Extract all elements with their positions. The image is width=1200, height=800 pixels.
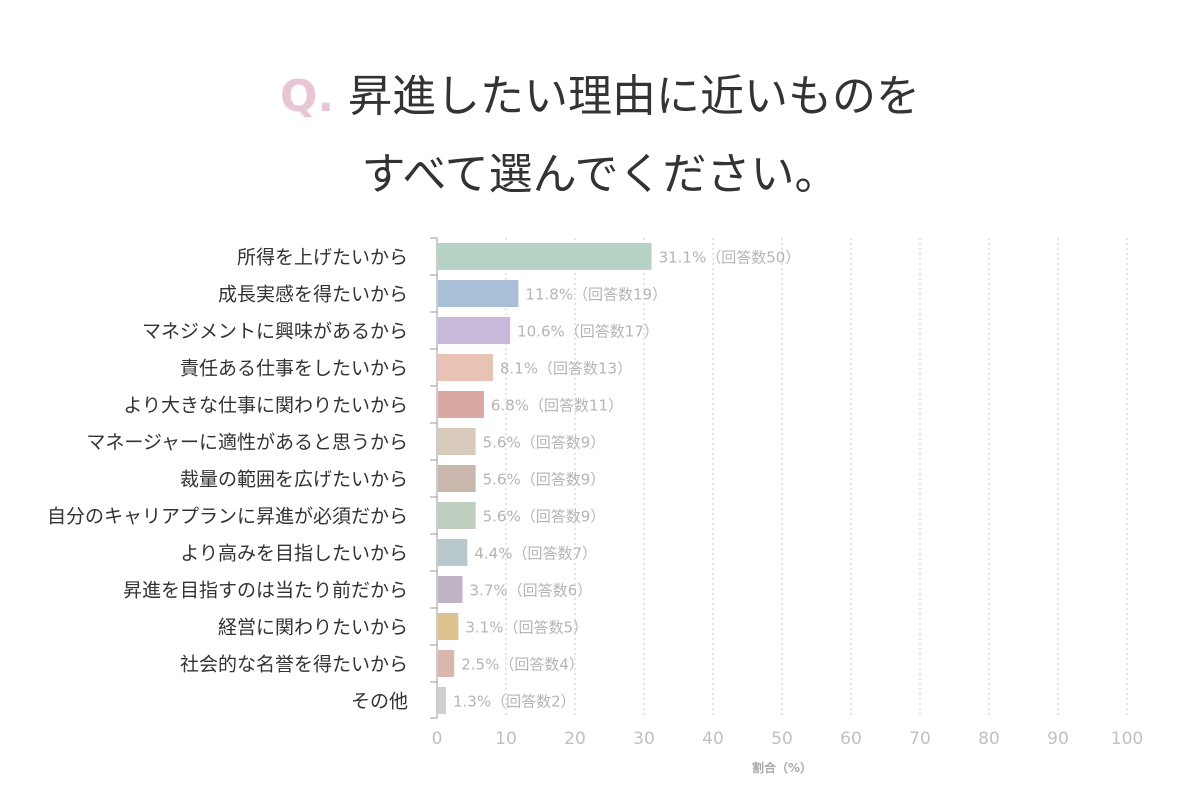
bar (438, 354, 493, 381)
data-label: 6.8%（回答数11） (491, 397, 623, 415)
chart-title: Q. 昇進したい理由に近いものを すべて選んでください。 (0, 58, 1200, 214)
bar (438, 317, 511, 344)
bar (438, 502, 476, 529)
bar (438, 539, 468, 566)
category-label: 昇進を目指すのは当たり前だから (123, 580, 408, 602)
bar (438, 243, 652, 270)
x-tick-label: 60 (840, 729, 862, 749)
x-tick-label: 100 (1111, 729, 1143, 749)
x-tick-label: 0 (432, 729, 443, 749)
bar (438, 391, 484, 418)
bar (438, 650, 455, 677)
category-label: 成長実感を得たいから (218, 284, 408, 306)
x-tick-label: 40 (702, 729, 724, 749)
x-tick-label: 10 (495, 729, 517, 749)
x-axis-label: 割合（%） (752, 760, 812, 775)
bar (438, 687, 446, 714)
x-tick-label: 90 (1047, 729, 1069, 749)
data-label: 5.6%（回答数9） (483, 508, 606, 526)
title-line-2: すべて選んでください。 (361, 149, 839, 200)
data-label: 2.5%（回答数4） (461, 656, 584, 674)
category-label: 責任ある仕事をしたいから (180, 358, 408, 380)
data-label: 11.8%（回答数19） (525, 286, 667, 304)
data-label: 10.6%（回答数17） (517, 323, 659, 341)
data-label: 4.4%（回答数7） (474, 545, 597, 563)
data-label: 5.6%（回答数9） (483, 471, 606, 489)
title-line-1: Q. 昇進したい理由に近いものを (0, 58, 1200, 136)
x-tick-label: 50 (771, 729, 793, 749)
data-label: 3.1%（回答数5） (465, 619, 588, 637)
title-text-1: 昇進したい理由に近いものを (348, 71, 921, 122)
category-label: 裁量の範囲を広げたいから (180, 469, 408, 491)
bar (438, 576, 463, 603)
category-label: マネージャーに適性があると思うから (86, 432, 408, 454)
bar (438, 465, 476, 492)
bar (438, 613, 459, 640)
category-label: 社会的な名誉を得たいから (180, 654, 408, 676)
category-label: より大きな仕事に関わりたいから (123, 395, 408, 417)
x-tick-label: 80 (978, 729, 1000, 749)
data-label: 8.1%（回答数13） (500, 360, 632, 378)
category-label: 経営に関わりたいから (218, 617, 408, 639)
data-label: 31.1%（回答数50） (659, 249, 801, 267)
category-label: 所得を上げたいから (237, 247, 408, 269)
x-tick-label: 20 (564, 729, 586, 749)
q-mark: Q. (279, 71, 335, 122)
bar (438, 280, 519, 307)
data-label: 1.3%（回答数2） (453, 693, 576, 711)
x-tick-label: 30 (633, 729, 655, 749)
category-label: より高みを目指したいから (180, 543, 408, 565)
data-label: 3.7%（回答数6） (470, 582, 593, 600)
category-label: 自分のキャリアプランに昇進が必須だから (47, 506, 408, 528)
category-label: その他 (351, 691, 408, 713)
x-tick-label: 70 (909, 729, 931, 749)
bar (438, 428, 476, 455)
data-label: 5.6%（回答数9） (483, 434, 606, 452)
category-label: マネジメントに興味があるから (142, 321, 408, 343)
